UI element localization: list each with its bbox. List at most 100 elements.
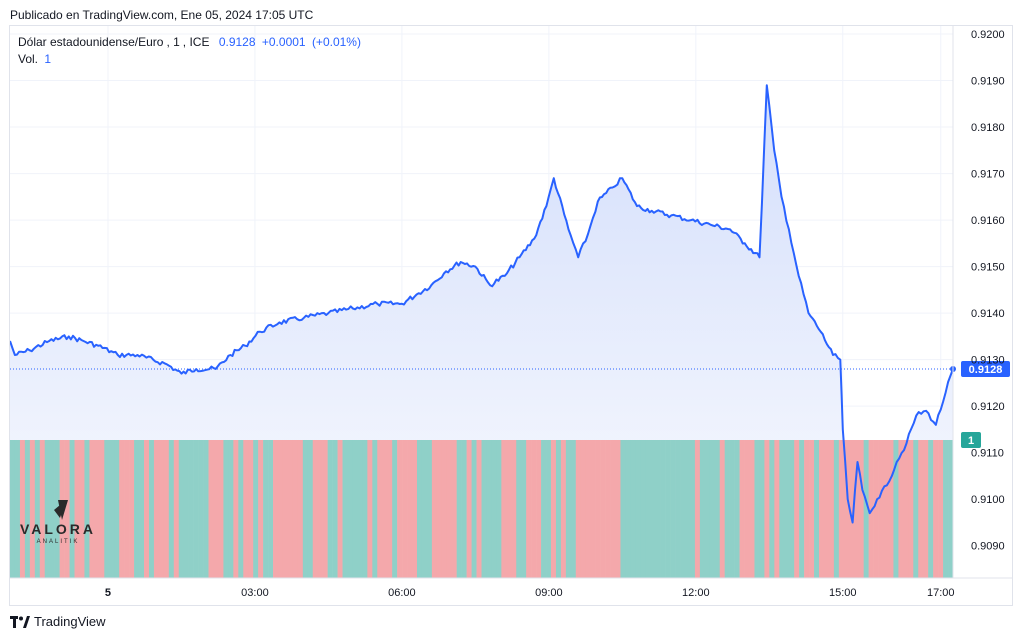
volume-bar	[516, 440, 522, 578]
volume-bar	[913, 440, 919, 578]
volume-bar	[555, 440, 562, 578]
volume-badge	[961, 432, 981, 448]
volume-bar	[64, 440, 70, 578]
volume-bar	[322, 440, 328, 578]
volume-bar	[153, 440, 160, 578]
volume-bar	[198, 440, 204, 578]
volume-bar	[163, 440, 170, 578]
x-tick-label: 15:00	[829, 587, 857, 599]
volume-bar	[481, 440, 487, 578]
volume-bar	[943, 440, 949, 578]
volume-bar	[709, 440, 716, 578]
volume-bar	[804, 440, 810, 578]
volume-bar	[526, 440, 532, 578]
volume-bar	[893, 440, 899, 578]
volume-bar	[29, 440, 36, 578]
price-axis[interactable]: 0.9090 0.9100 0.9110 0.9120 0.9130 0.9140 0.91…	[952, 26, 1005, 578]
volume-bar	[421, 440, 428, 578]
price-line[interactable]	[10, 84, 953, 524]
volume-bar	[104, 440, 110, 578]
volume-bar	[883, 440, 889, 578]
volume-bar	[377, 440, 383, 578]
volume-bar	[521, 440, 527, 578]
volume-bar	[600, 440, 606, 578]
y-tick-label: 0.9200	[971, 29, 1005, 41]
volume-bar	[243, 440, 249, 578]
x-tick-label: 09:00	[535, 587, 563, 599]
volume-bar	[838, 440, 845, 578]
volume-bar	[302, 440, 309, 578]
volume-bar	[24, 440, 31, 578]
volume-bar	[724, 440, 730, 578]
x-tick-label: 06:00	[388, 587, 416, 599]
y-tick-label: 0.9160	[971, 215, 1005, 227]
volume-bar	[531, 440, 537, 578]
volume-bar	[908, 440, 914, 578]
volume-bar	[833, 440, 840, 578]
volume-bar	[570, 440, 577, 578]
volume-bar	[446, 440, 453, 578]
volume-bar	[511, 440, 517, 578]
footer[interactable]: TradingView	[10, 614, 106, 629]
volume-bar	[416, 440, 423, 578]
volume-bar	[670, 440, 676, 578]
volume-bar	[148, 440, 155, 578]
volume-bar	[317, 440, 323, 578]
volume-bar	[620, 440, 626, 578]
volume-bar	[431, 440, 438, 578]
volume-bar	[19, 440, 26, 578]
volume-bar	[501, 440, 507, 578]
volume-bar	[714, 440, 721, 578]
volume-bar	[923, 440, 929, 578]
volume-bar	[158, 440, 165, 578]
volume-bar	[938, 440, 944, 578]
volume-bar	[853, 440, 859, 578]
volume-bar	[878, 440, 884, 578]
volume-bar	[173, 440, 180, 578]
volume-bar	[268, 440, 274, 578]
watermark-name: VALORA	[20, 521, 96, 537]
volume-bar	[575, 440, 582, 578]
legend-symbol[interactable]: Dólar estadounidense/Euro, 1, ICE	[18, 35, 210, 49]
volume-bar	[590, 440, 596, 578]
volume-bar	[918, 440, 924, 578]
volume-bar	[357, 440, 363, 578]
volume-bar	[595, 440, 601, 578]
volume-bar	[218, 440, 224, 578]
volume-bar	[124, 440, 130, 578]
volume-bar	[769, 440, 775, 578]
volume-bar	[645, 440, 651, 578]
volume-bar	[684, 440, 691, 578]
y-tick-label: 0.9120	[971, 401, 1005, 413]
volume-bar	[541, 440, 547, 578]
y-tick-label: 0.9170	[971, 169, 1005, 181]
volume-bar	[208, 440, 214, 578]
volume-bar	[660, 440, 666, 578]
volume-bar	[278, 440, 284, 578]
volume-bar	[412, 440, 418, 578]
volume-bar	[734, 440, 740, 578]
volume-badge-label: 1	[968, 435, 974, 447]
tradingview-logo-icon	[10, 615, 30, 628]
volume-bar	[441, 440, 448, 578]
volume-bar	[873, 440, 879, 578]
volume-bar	[496, 440, 502, 578]
volume-bar	[933, 440, 939, 578]
time-axis[interactable]: 5 03:00 06:00 09:00 12:00 15:00 17:00	[10, 577, 1012, 599]
volume-bar	[362, 440, 368, 578]
volume-bar	[774, 440, 780, 578]
volume-bar	[74, 440, 80, 578]
legend-vol-label[interactable]: Vol.	[18, 52, 39, 66]
volume-bar	[402, 440, 408, 578]
volume-bar	[144, 440, 150, 578]
volume-bar	[779, 440, 785, 578]
last-price-badge-label: 0.9128	[969, 364, 1003, 376]
price-chart[interactable]: 0.9128 1 0.90900.91000.91100.91200.91300.…	[10, 26, 1012, 605]
volume-bar	[407, 440, 413, 578]
volume-bar	[168, 440, 175, 578]
volume-bar	[699, 440, 706, 578]
chart-panel[interactable]: 0.9128 1 0.9090 0.9100 0.9110 0.9120 0.9130 0.…	[9, 25, 1013, 606]
volume-bar	[79, 440, 85, 578]
volume-bar	[89, 440, 95, 578]
volume-bar	[347, 440, 353, 578]
